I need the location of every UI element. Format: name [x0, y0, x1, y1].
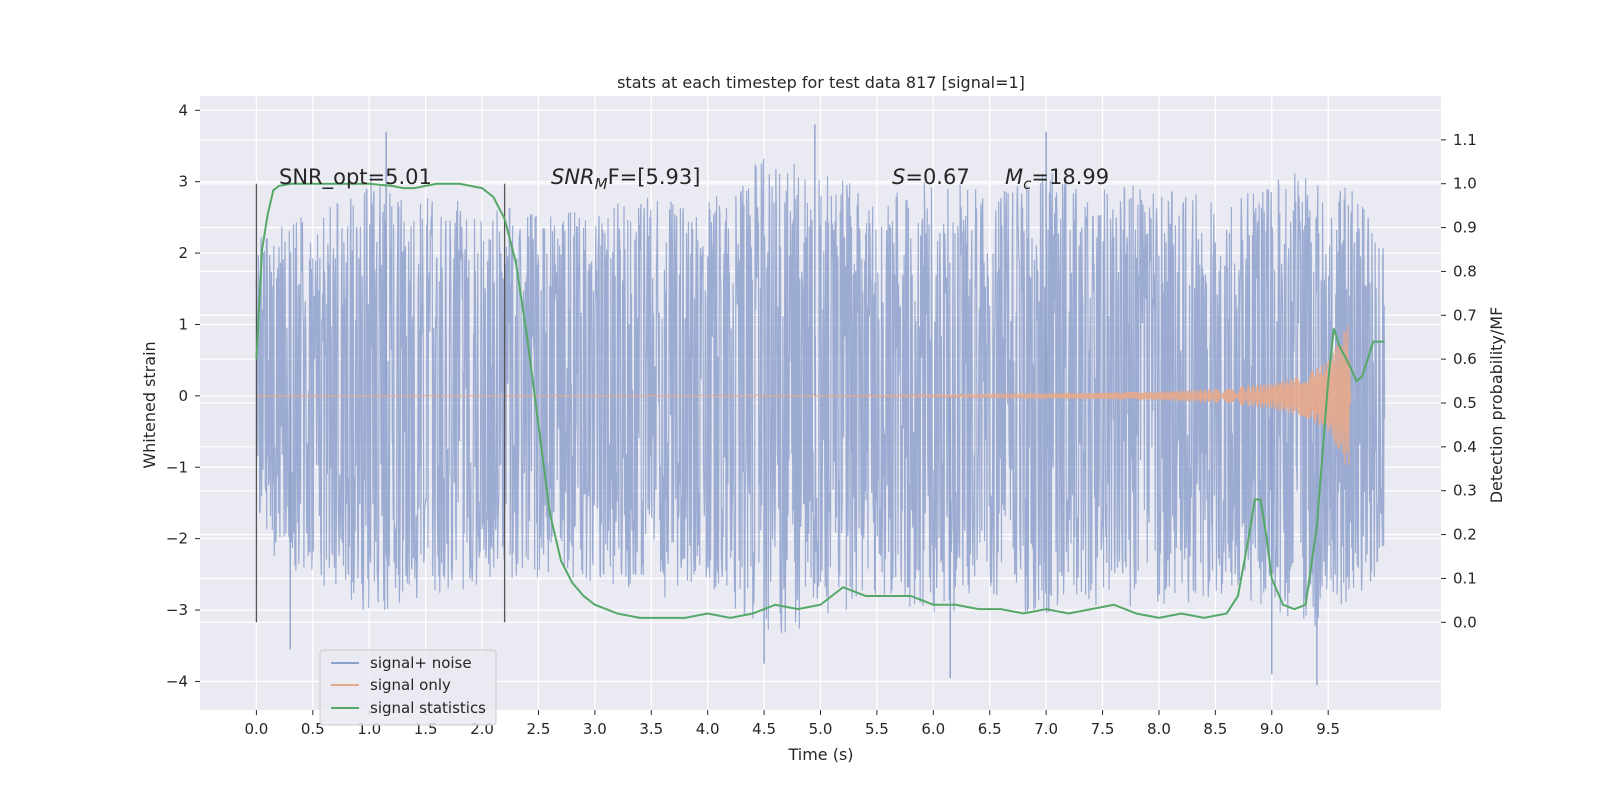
annotation-mc-var: M: [1005, 165, 1023, 189]
y-right-tick-label-4: 0.4: [1453, 438, 1477, 456]
y-right-tick-label-11: 1.1: [1453, 131, 1477, 149]
x-tick-label-19: 9.5: [1316, 720, 1340, 738]
x-tick-label-7: 3.5: [639, 720, 663, 738]
y-tick-label-5: 1: [178, 315, 188, 333]
y-right-tick-label-10: 1.0: [1453, 175, 1477, 193]
vertical-markers: [255, 183, 506, 623]
noise-trace: [255, 158, 1386, 633]
series-signal-noise: [255, 124, 1386, 686]
y-right-tick-label-3: 0.3: [1453, 482, 1477, 500]
y-axis-label: Whitened strain: [140, 341, 159, 468]
x-axis-label: Time (s): [787, 745, 853, 764]
statistics-line: [255, 182, 1385, 619]
series-signal-statistics: [255, 182, 1385, 619]
y-tick-label-0: −4: [166, 672, 188, 690]
annotation-mc-value: =18.99: [1031, 165, 1109, 189]
annotation-snr-mf-rest: F=[5.93]: [608, 165, 701, 189]
x-tick-label-14: 7.0: [1034, 720, 1058, 738]
y-right-tick-label-2: 0.2: [1453, 526, 1477, 544]
annotation-s: S=0.67: [892, 165, 970, 189]
x-tick-label-12: 6.0: [921, 720, 945, 738]
x-tick-label-0: 0.0: [244, 720, 268, 738]
series-signal-only: [256, 325, 1352, 466]
legend-label-signal-statistics: signal statistics: [370, 699, 486, 717]
annotation-mc-sub: c: [1023, 175, 1032, 193]
y-tick-label-1: −3: [166, 601, 188, 619]
y-right-tick-label-5: 0.5: [1453, 394, 1477, 412]
legend-box: [319, 649, 497, 726]
signal-trace: [256, 325, 1352, 466]
y-tick-label-6: 2: [178, 244, 188, 262]
annotation-snr-mf-sub: M: [595, 175, 608, 193]
x-tick-label-5: 2.5: [527, 720, 551, 738]
y-right-tick-label-0: 0.0: [1453, 613, 1477, 631]
x-tick-label-13: 6.5: [978, 720, 1002, 738]
x-tick-label-6: 3.0: [583, 720, 607, 738]
x-tick-label-17: 8.5: [1203, 720, 1227, 738]
annotations: SNR_opt=5.01 SNRMF=[5.93] S=0.67 Mc=18.9…: [279, 165, 1109, 193]
annotation-s-var: S: [892, 165, 905, 189]
annotation-snr-opt: SNR_opt=5.01: [279, 165, 432, 190]
annotation-snr-mf-base: SNR: [551, 165, 595, 189]
y-right-tick-label-1: 0.1: [1453, 569, 1477, 587]
y-tick-label-8: 4: [178, 101, 188, 119]
annotation-mc: Mc=18.99: [1005, 165, 1109, 193]
y-tick-label-7: 3: [178, 173, 188, 191]
x-tick-label-8: 4.0: [696, 720, 720, 738]
y-right-axis-label: Detection probability/MF: [1487, 307, 1506, 504]
chart-title: stats at each timestep for test data 817…: [617, 73, 1025, 92]
legend-label-signal-noise: signal+ noise: [370, 654, 472, 672]
annotation-s-value: =0.67: [905, 165, 969, 189]
x-tick-label-10: 5.0: [809, 720, 833, 738]
y-tick-label-3: −1: [166, 458, 188, 476]
x-tick-label-9: 4.5: [752, 720, 776, 738]
legend-label-signal-only: signal only: [370, 676, 451, 694]
x-tick-label-16: 8.0: [1147, 720, 1171, 738]
y-tick-label-2: −2: [166, 530, 188, 548]
y-tick-label-4: 0: [178, 387, 188, 405]
y-right-tick-label-6: 0.6: [1453, 350, 1477, 368]
x-tick-label-11: 5.5: [865, 720, 889, 738]
x-tick-label-1: 0.5: [301, 720, 325, 738]
annotation-snr-mf: SNRMF=[5.93]: [551, 165, 700, 193]
y-right-tick-label-8: 0.8: [1453, 262, 1477, 280]
y-right-tick-label-9: 0.9: [1453, 219, 1477, 237]
y-right-tick-label-7: 0.7: [1453, 306, 1477, 324]
x-tick-label-15: 7.5: [1091, 720, 1115, 738]
y-right-axis-ticks: 0.0 0.1 0.2 0.3 0.4 0.5 0.6 0.7 0.8 0.9 1.0 1.1: [1441, 131, 1477, 631]
legend: signal+ noise signal only signal statist…: [319, 649, 497, 726]
x-axis-ticks: 0.0 0.5 1.0 1.5 2.0 2.5 3.0 3.5 4.0 4.5 5.0 5.5 6.0 6…: [244, 710, 1340, 738]
x-tick-label-18: 9.0: [1260, 720, 1284, 738]
y-axis-ticks: −4 −3 −2 −1 0 1 2 3 4: [166, 101, 200, 690]
